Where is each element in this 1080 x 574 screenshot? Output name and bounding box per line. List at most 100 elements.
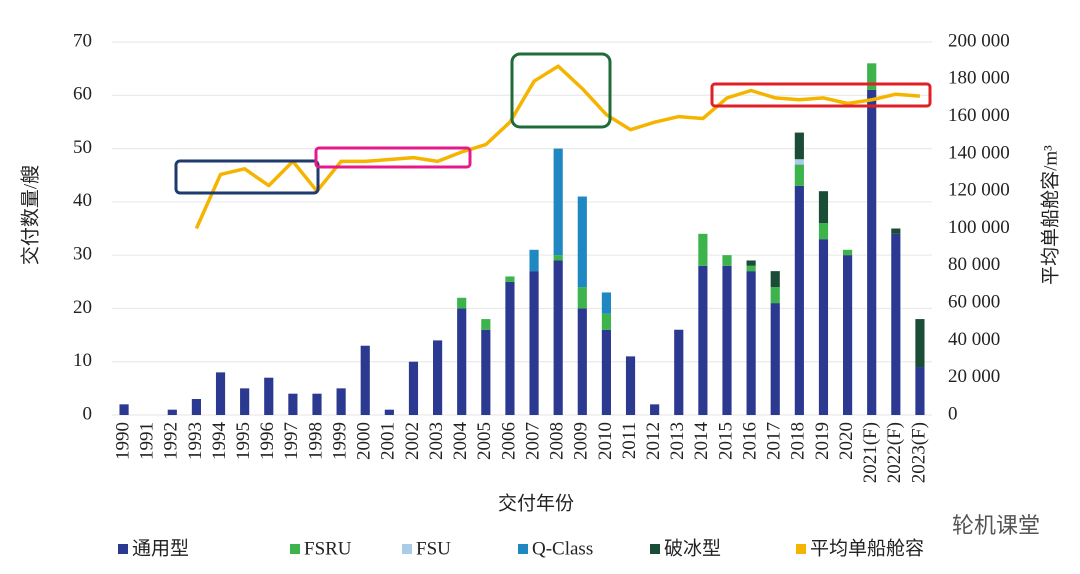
bar-segment	[625, 356, 636, 415]
x-tick-label: 2012	[643, 422, 664, 460]
legend-label: 平均单船舱容	[810, 537, 924, 559]
bar-segment	[601, 313, 611, 330]
legend-swatch	[518, 544, 528, 554]
bar-segment	[505, 281, 515, 415]
legend-swatch	[402, 544, 412, 554]
bar-segment	[818, 223, 829, 240]
x-tick-label: 2009	[571, 422, 592, 460]
bar-segment	[529, 271, 539, 415]
x-tick-label: 2002	[402, 422, 423, 460]
bar-segment	[553, 148, 563, 256]
x-tick-label: 1991	[137, 422, 158, 460]
bar-segment	[770, 271, 780, 288]
bar-segment	[457, 308, 467, 415]
y2-tick-label: 120 000	[948, 180, 1010, 201]
legend-swatch	[650, 544, 660, 554]
x-tick-label: 2017	[764, 422, 785, 460]
x-axis-label: 交付年份	[498, 492, 574, 514]
bar-segment	[650, 404, 660, 415]
bar-segment	[794, 159, 804, 165]
bar-segment	[915, 367, 925, 415]
bar-segment	[481, 329, 491, 415]
x-tick-label: 1999	[329, 422, 350, 460]
x-tick-label: 2018	[788, 422, 809, 460]
bar-segment	[746, 265, 756, 272]
bar-segment	[722, 265, 732, 415]
bar-segment	[505, 276, 515, 282]
bar-segment	[867, 89, 877, 415]
box	[710, 82, 932, 108]
legend-label: 破冰型	[664, 537, 721, 559]
y2-tick-label: 40 000	[948, 329, 1000, 350]
y-tick-label: 30	[73, 244, 92, 265]
legend-label: FSU	[416, 538, 451, 559]
x-tick-label: 2014	[691, 422, 712, 461]
bar-segment	[553, 255, 563, 261]
bar-segment	[360, 345, 370, 415]
bar-segment	[867, 63, 877, 90]
legend-label: 通用型	[132, 537, 189, 559]
y-tick-label: 70	[73, 30, 92, 51]
y-tick-label: 10	[73, 350, 92, 371]
bar-segment	[529, 249, 539, 272]
bar-segment	[794, 185, 804, 415]
x-tick-label: 2003	[426, 422, 447, 460]
y2-axis-label: 平均单船舱容/m³	[1039, 145, 1061, 285]
x-tick-label: 1994	[209, 422, 230, 461]
bar-segment	[891, 228, 901, 234]
legend-label: Q-Class	[532, 538, 593, 559]
annotation-boxes	[174, 52, 932, 195]
y2-tick-label: 0	[948, 403, 958, 424]
bar-segment	[698, 233, 708, 266]
bar-segment	[215, 372, 226, 415]
box	[314, 146, 472, 169]
bar-segment	[843, 255, 853, 415]
bar-segment	[433, 340, 443, 415]
y-axis-label: 交付数量/艘	[19, 165, 41, 265]
bar-segment	[288, 393, 298, 415]
x-tick-label: 2016	[739, 422, 760, 460]
bar-segment	[722, 255, 732, 266]
bar-segment	[577, 287, 587, 309]
legend-swatch	[796, 544, 806, 554]
bar-segment	[818, 239, 829, 415]
x-tick-label: 2000	[354, 422, 375, 460]
y2-tick-label: 100 000	[948, 217, 1010, 238]
bar-segment	[191, 399, 201, 415]
bar-segment	[843, 249, 853, 256]
bar-segment	[577, 196, 587, 288]
x-tick-label: 2004	[450, 422, 471, 461]
y2-tick-label: 140 000	[948, 142, 1010, 163]
bar-segment	[264, 377, 274, 415]
x-tick-label: 1997	[281, 422, 302, 460]
y2-tick-label: 20 000	[948, 366, 1000, 387]
bar-segment	[746, 260, 756, 266]
bar-segment	[481, 319, 491, 330]
x-tick-label: 1990	[112, 422, 133, 460]
x-tick-label: 1996	[257, 422, 278, 460]
x-tick-label: 2008	[547, 422, 568, 460]
y2-tick-label: 160 000	[948, 105, 1010, 126]
legend-label: FSRU	[304, 538, 352, 559]
bar-segment	[312, 393, 322, 415]
x-tick-label: 2006	[498, 422, 519, 460]
bar-segment	[167, 409, 177, 415]
bar-segment	[818, 191, 829, 224]
x-tick-label: 2013	[667, 422, 688, 460]
x-tick-label: 1992	[161, 422, 182, 460]
x-tick-label: 1998	[305, 422, 326, 460]
bar-segment	[240, 388, 250, 415]
x-tick-label: 2010	[595, 422, 616, 460]
bar-segment	[770, 287, 780, 304]
x-tick-label: 1993	[185, 422, 206, 460]
bar-segment	[770, 303, 780, 415]
bar-segment	[698, 265, 708, 415]
bar-segment	[746, 271, 756, 415]
bar-segment	[915, 319, 925, 368]
x-tick-label: 2001	[378, 422, 399, 460]
y2-tick-label: 180 000	[948, 68, 1010, 89]
watermark: 轮机课堂	[952, 514, 1040, 539]
x-tick-label: 1995	[233, 422, 254, 460]
y-tick-label: 20	[73, 297, 92, 318]
bar-segment	[577, 308, 587, 415]
